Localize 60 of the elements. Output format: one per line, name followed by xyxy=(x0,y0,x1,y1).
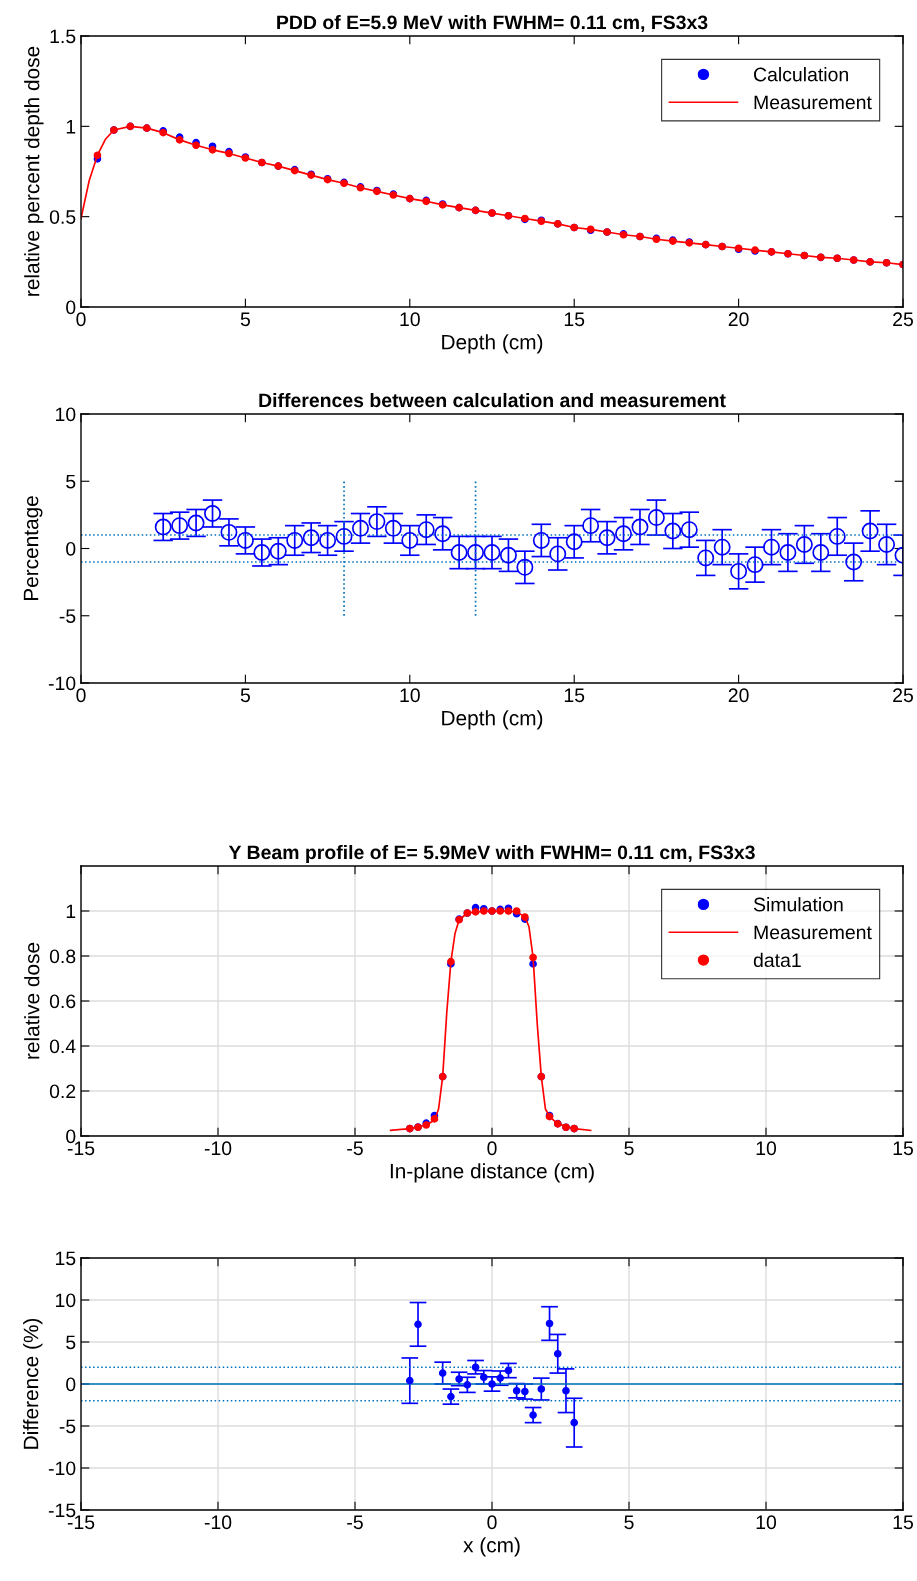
x-tick-label: 10 xyxy=(756,1141,777,1156)
y-tick-label: -5 xyxy=(59,1419,76,1434)
x-tick-label: 20 xyxy=(728,688,749,703)
x-tick-label: 0 xyxy=(76,688,86,703)
y-tick-label: 10 xyxy=(56,407,76,422)
legend-label: Calculation xyxy=(754,67,848,82)
y-tick-label: -5 xyxy=(59,609,76,623)
y-tick-label: 0.5 xyxy=(49,210,76,224)
y-axis-title: relative dose xyxy=(24,942,40,1059)
x-tick-label: -5 xyxy=(347,1515,363,1530)
x-tick-label: -10 xyxy=(204,1141,232,1156)
x-axis-title: In-plane distance (cm) xyxy=(390,1163,594,1183)
y-axis-title: Difference (%) xyxy=(23,1318,43,1449)
legend-label: Measurement xyxy=(754,95,872,110)
x-tick-label: 25 xyxy=(893,312,913,327)
y-tick-label: 0.2 xyxy=(49,1084,76,1099)
chart-title: PDD of E=5.9 MeV with FWHM= 0.11 cm, FS3x3 xyxy=(277,14,708,33)
y-tick-label: 0 xyxy=(66,300,76,315)
x-tick-label: 5 xyxy=(240,688,250,703)
y-tick-label: 15 xyxy=(56,1251,76,1266)
chart-title: Y Beam profile of E= 5.9MeV with FWHM= 0.11 cm, FS3x3 xyxy=(228,844,755,864)
x-tick-label: -10 xyxy=(204,1515,232,1530)
x-tick-label: 15 xyxy=(564,312,585,327)
y-tick-label: -10 xyxy=(48,676,76,691)
x-tick-label: -5 xyxy=(347,1141,363,1156)
chart-title: Differences between calculation and measurement xyxy=(259,392,726,408)
y-tick-label: 0.8 xyxy=(49,949,76,964)
x-tick-label: 10 xyxy=(400,312,420,327)
x-axis-title: Depth (cm) xyxy=(442,334,543,354)
y-tick-label: 0 xyxy=(66,541,76,556)
x-axis-title: Depth (cm) xyxy=(442,710,543,730)
x-tick-label: 15 xyxy=(893,1515,913,1530)
x-tick-label: 10 xyxy=(400,688,420,703)
x-tick-label: 5 xyxy=(624,1141,634,1156)
x-tick-label: 10 xyxy=(756,1515,777,1530)
x-tick-label: 25 xyxy=(893,688,913,703)
y-tick-label: 10 xyxy=(56,1293,76,1308)
y-tick-label: 1 xyxy=(66,904,76,919)
x-axis-title: x (cm) xyxy=(463,1537,520,1557)
x-tick-label: 15 xyxy=(893,1141,913,1156)
x-tick-label: 5 xyxy=(624,1515,634,1530)
x-tick-label: 0 xyxy=(76,312,86,327)
x-tick-label: 20 xyxy=(728,312,749,327)
y-axis-title: relative percent depth dose xyxy=(24,46,44,296)
y-tick-label: 5 xyxy=(66,474,76,489)
y-tick-label: 1 xyxy=(66,120,76,134)
y-tick-label: -10 xyxy=(48,1461,76,1476)
y-tick-label: 0 xyxy=(66,1377,76,1392)
legend-label: Simulation xyxy=(753,897,843,912)
x-tick-label: 5 xyxy=(240,312,250,327)
y-tick-label: 5 xyxy=(66,1335,76,1350)
x-tick-label: 0 xyxy=(487,1515,497,1530)
x-tick-label: 15 xyxy=(564,688,585,703)
y-tick-label: 1.5 xyxy=(50,29,76,44)
y-axis-title: Percentage xyxy=(23,496,43,601)
x-tick-label: 0 xyxy=(487,1141,497,1156)
y-tick-label: 0.6 xyxy=(49,994,76,1009)
y-tick-label: 0.4 xyxy=(49,1039,76,1054)
legend-label: Measurement xyxy=(754,925,872,940)
legend-label: data1 xyxy=(753,952,801,968)
